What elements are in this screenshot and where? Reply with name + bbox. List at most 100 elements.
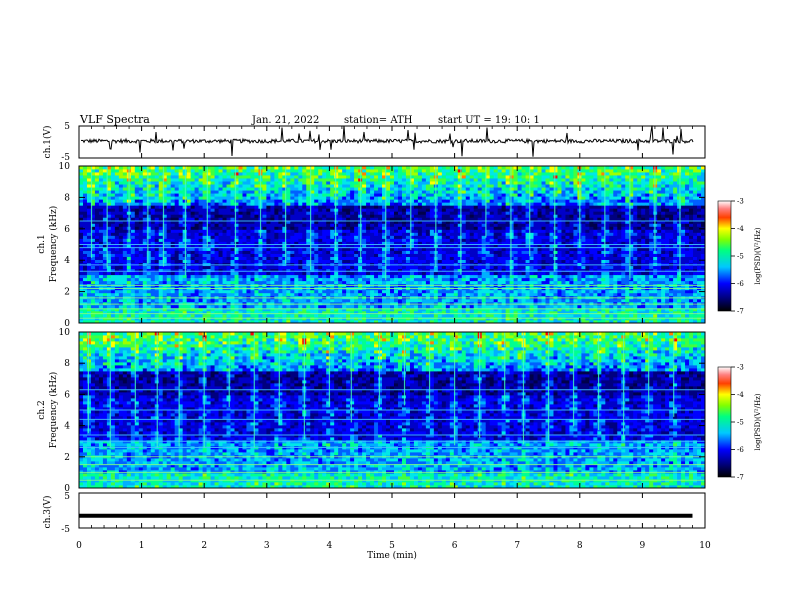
spectrogram-cell — [206, 304, 211, 309]
spectrogram-cell — [314, 280, 319, 285]
spectrogram-cell — [405, 211, 411, 215]
spectrogram-cell — [310, 190, 315, 194]
spectrogram-cell — [393, 196, 399, 200]
spectrogram-cell — [378, 238, 383, 242]
spectrogram-cell — [214, 169, 219, 173]
spectrogram-cell — [318, 253, 323, 257]
spectrogram-cell — [262, 250, 267, 254]
spectrogram-cell — [198, 304, 204, 309]
spectrogram-cell — [366, 205, 371, 209]
spectrogram-cell — [314, 229, 319, 233]
spectrogram-cell — [94, 211, 100, 215]
spectrogram-cell — [318, 172, 323, 176]
spectrogram-cell — [286, 259, 291, 264]
spectrogram-cell — [106, 301, 112, 306]
spectrogram-cell — [350, 259, 355, 264]
spectrogram-cell — [362, 265, 367, 270]
spectrogram-cell — [386, 259, 391, 264]
spectrogram-cell — [274, 241, 279, 245]
spectrogram-cell — [122, 271, 128, 276]
spectrogram-cell — [202, 190, 207, 194]
spectrogram-cell — [210, 265, 215, 270]
spectrogram-cell — [421, 250, 427, 254]
spectrogram-cell — [90, 241, 96, 245]
spectrogram-cell — [118, 214, 124, 218]
spectrogram-cell — [278, 265, 283, 270]
spectrogram-cell — [318, 310, 323, 315]
spectrogram-cell — [214, 232, 219, 236]
spectrogram-cell — [330, 253, 335, 257]
spectrogram-cell — [79, 274, 84, 279]
spectrogram-cell — [198, 271, 204, 276]
spectrogram-cell — [134, 187, 140, 191]
spectrogram-cell — [425, 259, 431, 264]
spectrogram-cell — [122, 244, 128, 248]
spectrogram-cell — [425, 241, 431, 245]
spectrogram-cell — [449, 199, 455, 203]
spectrogram-cell — [158, 169, 164, 173]
spectrogram-cell — [250, 196, 255, 200]
spectrogram-cell — [322, 274, 327, 279]
spectrogram-cell — [290, 277, 295, 282]
spectrogram-cell — [298, 307, 303, 312]
spectrogram-cell — [413, 169, 419, 173]
spectrogram-cell — [409, 184, 415, 188]
spectrogram-cell — [314, 253, 319, 257]
spectrogram-cell — [106, 229, 112, 233]
spectrogram-cell — [306, 226, 311, 230]
spectrogram-cell — [158, 256, 164, 260]
spectrogram-cell — [206, 223, 211, 227]
spectrogram-cell — [194, 244, 200, 248]
spectrogram-cell — [282, 289, 287, 294]
spectrogram-cell — [290, 280, 295, 285]
ch1-timeseries-panel: 5 -5 ch.1(V) — [42, 122, 706, 163]
spectrogram-cell — [441, 172, 447, 176]
spectrogram-cell — [362, 223, 367, 227]
spectrogram-cell — [274, 169, 279, 173]
spectrogram-cell — [162, 190, 168, 194]
spectrogram-cell — [306, 190, 311, 194]
spectrogram-cell — [286, 265, 291, 270]
spectrogram-cell — [178, 241, 184, 245]
spectrogram-cell — [254, 220, 259, 224]
spectrogram-cell — [230, 172, 235, 176]
spectrogram-cell — [362, 232, 367, 236]
spectrogram-cell — [401, 298, 407, 303]
spectrogram-cell — [110, 169, 116, 173]
spectrogram-cell — [170, 268, 176, 273]
spectrogram-cell — [350, 277, 355, 282]
spectrogram-cell — [82, 289, 88, 294]
spectrogram-cell — [214, 265, 219, 270]
spectrogram-cell — [318, 178, 323, 182]
spectrogram-cell — [142, 184, 148, 188]
spectrogram-cell — [346, 226, 351, 230]
spectrogram-cell — [405, 190, 411, 194]
spectrogram-cell — [302, 208, 307, 212]
spectrogram-cell — [170, 199, 176, 203]
spectrogram-cell — [218, 298, 223, 303]
spectrogram-cell — [250, 166, 255, 170]
spectrogram-cell — [238, 190, 243, 194]
spectrogram-cell — [146, 304, 152, 309]
spectrogram-cell — [350, 301, 355, 306]
spectrogram-cell — [382, 301, 387, 306]
spectrogram-cell — [110, 301, 116, 306]
spectrogram-cell — [298, 292, 303, 297]
spectrogram-cell — [362, 304, 367, 309]
spectrogram-cell — [270, 241, 275, 245]
spectrogram-cell — [130, 265, 136, 270]
spectrogram-cell — [230, 229, 235, 233]
spectrogram-cell — [429, 265, 435, 270]
spectrogram-cell — [162, 229, 168, 233]
spectrogram-cell — [397, 280, 403, 285]
spectrogram-cell — [310, 220, 315, 224]
spectrogram-cell — [82, 229, 88, 233]
spectrogram-cell — [102, 235, 108, 239]
spectrogram-cell — [354, 220, 359, 224]
spectrogram-cell — [262, 298, 267, 303]
spectrogram-cell — [382, 238, 387, 242]
spectrogram-cell — [246, 220, 251, 224]
spectrogram-cell — [170, 238, 176, 242]
spectrogram-cell — [390, 256, 395, 260]
spectrogram-cell — [374, 259, 379, 264]
